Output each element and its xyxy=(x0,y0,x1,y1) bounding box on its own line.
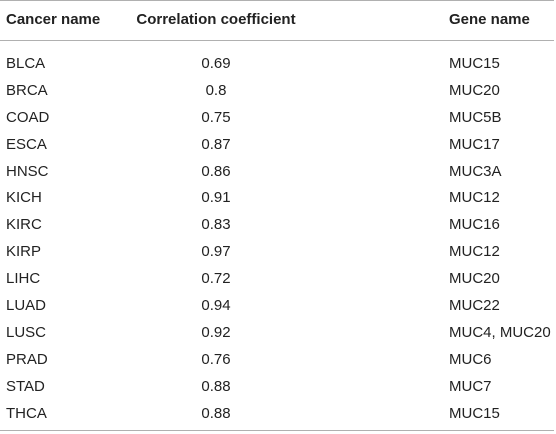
cell-gene-name: MUC12 xyxy=(449,189,500,207)
table-row: KIRC 0.83 MUC16 xyxy=(0,216,556,243)
table-row: STAD 0.88 MUC7 xyxy=(0,378,556,405)
cell-cancer-name: LIHC xyxy=(6,270,41,288)
table-row: BLCA 0.69 MUC15 xyxy=(0,55,556,82)
table-row: ESCA 0.87 MUC17 xyxy=(0,136,556,163)
cell-gene-name: MUC3A xyxy=(449,162,502,180)
cell-cancer-name: BLCA xyxy=(6,55,46,72)
cell-cancer-name: KIRP xyxy=(6,243,42,261)
cell-gene-name: MUC15 xyxy=(449,55,500,72)
table-row: HNSC 0.86 MUC3A xyxy=(0,163,556,190)
table-body: BLCA 0.69 MUC15 BRCA 0.8 MUC20 COAD 0.75 MUC5B ES… xyxy=(0,55,556,431)
cell-gene-name: MUC22 xyxy=(449,297,500,315)
header-cancer-name: Cancer name xyxy=(6,11,101,28)
cell-gene-name: MUC12 xyxy=(449,243,500,261)
cell-correlation-coefficient: 0.8 xyxy=(205,81,227,99)
table-row: LUAD 0.94 MUC22 xyxy=(0,297,556,324)
cell-correlation-coefficient: 0.69 xyxy=(201,55,231,72)
cell-correlation-coefficient: 0.76 xyxy=(201,350,231,368)
cell-cancer-name: LUSC xyxy=(6,323,47,341)
table-top-rule xyxy=(0,0,554,1)
table-row: COAD 0.75 MUC5B xyxy=(0,109,556,136)
cell-correlation-coefficient: 0.92 xyxy=(201,323,231,341)
cell-correlation-coefficient: 0.88 xyxy=(201,404,231,422)
cell-correlation-coefficient: 0.72 xyxy=(201,270,231,288)
cell-gene-name: MUC20 xyxy=(449,81,500,99)
cell-cancer-name: THCA xyxy=(6,404,47,422)
cell-correlation-coefficient: 0.87 xyxy=(201,135,231,153)
header-gene-name: Gene name xyxy=(449,11,530,28)
table-row: PRAD 0.76 MUC6 xyxy=(0,351,556,378)
header-correlation-coefficient: Correlation coefficient xyxy=(136,11,296,28)
table-row: LIHC 0.72 MUC20 xyxy=(0,270,556,297)
cell-gene-name: MUC4, MUC20 xyxy=(449,323,551,341)
table-row: BRCA 0.8 MUC20 xyxy=(0,82,556,109)
cell-cancer-name: STAD xyxy=(6,377,45,395)
cell-correlation-coefficient: 0.91 xyxy=(201,189,231,207)
cell-gene-name: MUC7 xyxy=(449,377,492,395)
cell-cancer-name: COAD xyxy=(6,108,50,126)
cell-gene-name: MUC16 xyxy=(449,216,500,234)
cell-gene-name: MUC5B xyxy=(449,108,502,126)
cell-gene-name: MUC20 xyxy=(449,270,500,288)
table-row: KIRP 0.97 MUC12 xyxy=(0,243,556,270)
cell-correlation-coefficient: 0.75 xyxy=(201,108,231,126)
cell-correlation-coefficient: 0.83 xyxy=(201,216,231,234)
cell-correlation-coefficient: 0.88 xyxy=(201,377,231,395)
cell-cancer-name: HNSC xyxy=(6,162,49,180)
table-bottom-rule xyxy=(0,430,554,431)
cell-cancer-name: ESCA xyxy=(6,135,47,153)
cell-gene-name: MUC17 xyxy=(449,135,500,153)
table-row: THCA 0.88 MUC15 xyxy=(0,405,556,432)
cell-cancer-name: LUAD xyxy=(6,297,47,315)
table-row: KICH 0.91 MUC12 xyxy=(0,189,556,216)
cell-correlation-coefficient: 0.97 xyxy=(201,243,231,261)
cell-correlation-coefficient: 0.86 xyxy=(201,162,231,180)
cell-gene-name: MUC6 xyxy=(449,350,492,368)
table-header-rule xyxy=(0,40,554,41)
cell-cancer-name: PRAD xyxy=(6,350,48,368)
cell-cancer-name: KICH xyxy=(6,189,42,207)
cell-gene-name: MUC15 xyxy=(449,404,500,422)
table-row: LUSC 0.92 MUC4, MUC20 xyxy=(0,324,556,351)
cell-cancer-name: BRCA xyxy=(6,81,48,99)
cell-correlation-coefficient: 0.94 xyxy=(201,297,231,315)
cell-cancer-name: KIRC xyxy=(6,216,42,234)
table-header-row: Cancer name Correlation coefficient Gene… xyxy=(0,0,556,40)
